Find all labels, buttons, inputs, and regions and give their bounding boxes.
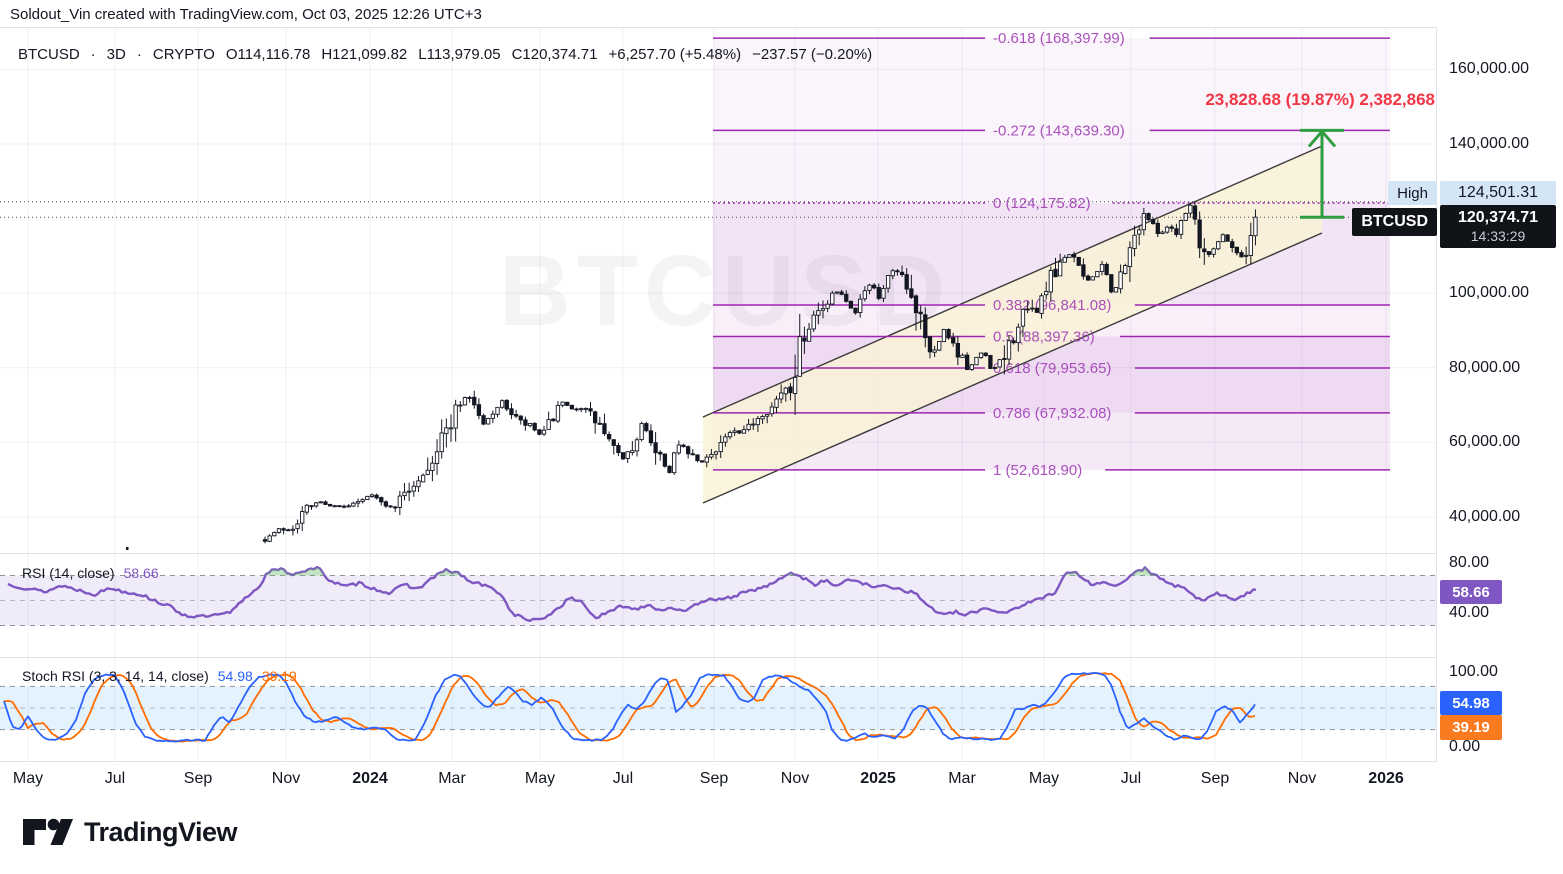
last-price-symbol-chip: BTCUSD (1352, 208, 1437, 236)
last-price-chip: 120,374.71 14:33:29 (1440, 205, 1556, 248)
time-axis-label: Mar (948, 770, 976, 787)
rsi-title-text[interactable]: RSI (14, close) (22, 565, 115, 581)
time-axis-label: Jul (104, 770, 126, 787)
high-line-label: High (1388, 181, 1437, 205)
price-tick: 40,000.00 (1449, 508, 1521, 525)
time-axis-label: Jul (1120, 770, 1142, 787)
time-axis-label: May (12, 770, 44, 787)
time-axis[interactable]: May Jul Sep Nov 2024 Mar May Jul Sep Nov 2025 Mar Ma… (0, 762, 1437, 800)
watermark: BTCUSD (499, 235, 952, 347)
stoch-d-value: 39.19 (261, 668, 297, 684)
measurement-arrow (1300, 128, 1344, 219)
change-value: +6,257.70 (+5.48%) (608, 46, 742, 63)
time-axis-label: May (1028, 770, 1060, 787)
price-tick: 80,000.00 (1449, 358, 1521, 376)
ohlc-low: L113,979.05 (418, 46, 501, 63)
rsi-tick: 80.00 (1449, 554, 1490, 571)
time-axis-label: Nov (780, 770, 810, 787)
chart-canvas[interactable]: BTCUSD -0.618 (168,397.99) -0.272 (143,639… (0, 0, 1437, 762)
price-tick: 100,000.00 (1449, 284, 1530, 302)
fib-level-label: -0.618 (168,397.99) (993, 30, 1125, 47)
rsi-value-chip: 58.66 (1440, 580, 1502, 604)
fib-level-label: 0.786 (67,932.08) (993, 405, 1111, 422)
fib-level-label: 0 (124,175.82) (993, 195, 1091, 212)
stoch-k-value: 54.98 (217, 668, 253, 684)
tradingview-logo[interactable]: TradingView (22, 816, 238, 848)
stoch-pane-title: Stoch RSI (3, 3, 14, 14, close) 54.98 39… (22, 668, 297, 684)
stoch-d-chip: 39.19 (1440, 715, 1502, 740)
stoch-tick: 0.00 (1449, 738, 1481, 755)
price-tick: 140,000.00 (1449, 135, 1530, 152)
fib-level-label: -0.272 (143,639.30) (993, 122, 1125, 139)
time-axis-label: Nov (1287, 770, 1317, 787)
price-axis[interactable]: 160,000.00 140,000.00 100,000.00 80,000.00 6… (1437, 0, 1563, 800)
time-axis-label: Sep (699, 770, 729, 787)
interval-label[interactable]: 3D (106, 46, 126, 63)
symbol-info-bar[interactable]: BTCUSD · 3D · CRYPTO O114,116.78 H121,09… (18, 46, 872, 63)
time-axis-label: 2024 (352, 770, 388, 787)
stoch-title-text[interactable]: Stoch RSI (3, 3, 14, 14, close) (22, 668, 209, 684)
measurement-annotation: 23,828.68 (19.87%) 2,382,868 (1205, 90, 1435, 109)
separator-dot: · (90, 46, 96, 63)
ohlc-open: O114,116.78 (225, 46, 311, 63)
ohlc-high: H121,099.82 (321, 46, 408, 63)
last-price-value: 120,374.71 (1457, 209, 1539, 227)
stoch-tick: 100.00 (1449, 663, 1498, 680)
time-axis-label: Sep (183, 770, 213, 787)
bar-change-value: −237.57 (−0.20%) (752, 46, 873, 63)
time-axis-label: 2026 (1368, 770, 1404, 787)
time-axis-label: May (524, 770, 556, 787)
exchange-label: CRYPTO (152, 46, 215, 63)
fib-level-label: 1 (52,618.90) (993, 462, 1082, 479)
rsi-tick: 40.00 (1449, 604, 1490, 621)
time-axis-label: Sep (1200, 770, 1230, 787)
rsi-pane-title: RSI (14, close) 58.66 (22, 565, 159, 581)
rsi-value: 58.66 (123, 565, 159, 581)
time-axis-label: Jul (612, 770, 634, 787)
fib-level-label: 0.618 (79,953.65) (993, 360, 1111, 377)
time-axis-label: 2025 (860, 770, 896, 787)
countdown-timer: 14:33:29 (1470, 227, 1526, 244)
price-tick: 60,000.00 (1449, 433, 1521, 451)
stoch-k-chip: 54.98 (1440, 691, 1502, 715)
time-axis-label: Nov (271, 770, 301, 787)
high-line-price-chip: 124,501.31 (1440, 181, 1556, 205)
ohlc-close: C120,374.71 (511, 46, 598, 63)
attribution-text: Soldout_Vin created with TradingView.com… (10, 6, 482, 23)
time-axis-label: Mar (438, 770, 466, 787)
symbol-name[interactable]: BTCUSD (18, 46, 80, 63)
separator-dot: · (136, 46, 142, 63)
tradingview-logo-text: TradingView (84, 816, 238, 847)
tradingview-logo-icon (23, 818, 73, 845)
price-tick: 160,000.00 (1449, 60, 1530, 78)
fib-level-label: 0.382 (96,841.08) (993, 297, 1111, 314)
